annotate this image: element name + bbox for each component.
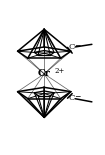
Text: C: C: [69, 43, 75, 51]
Text: 2+: 2+: [55, 67, 65, 75]
Text: Cr: Cr: [38, 69, 51, 78]
Text: −: −: [74, 92, 80, 101]
Text: −: −: [74, 41, 80, 50]
Text: C: C: [69, 94, 75, 102]
